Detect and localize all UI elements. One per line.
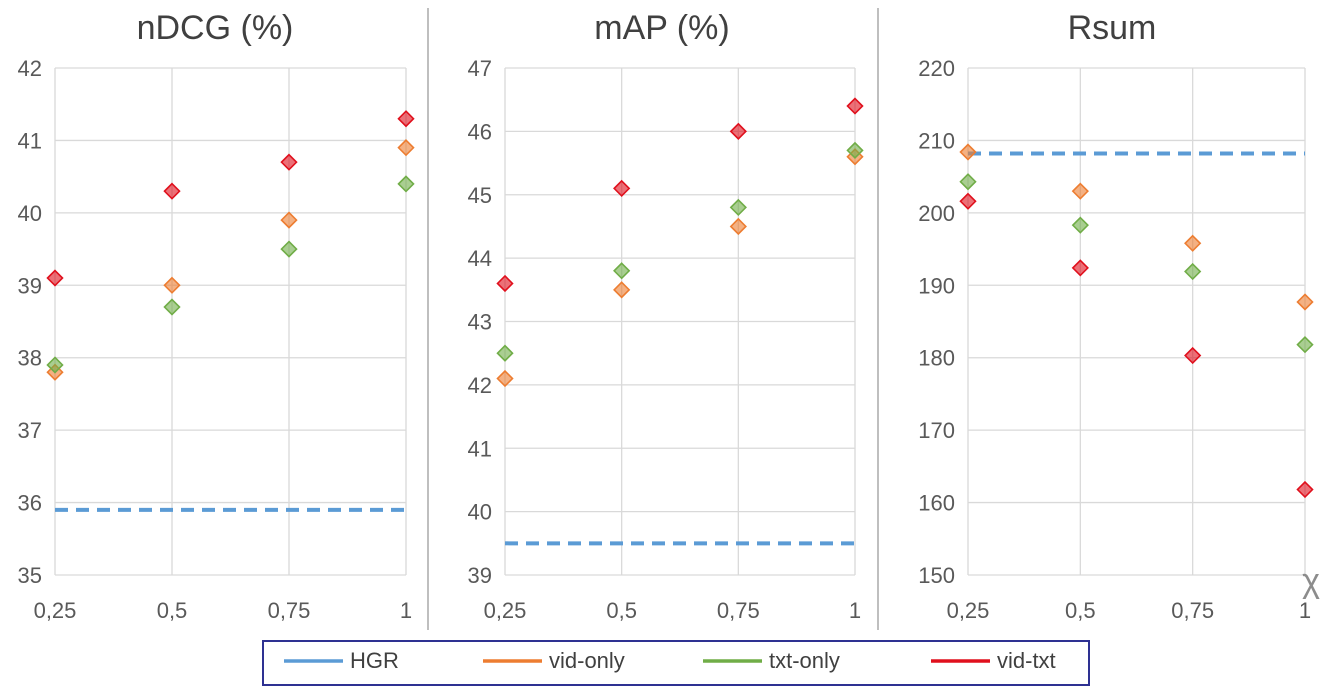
x-tick-label: 0,75: [268, 598, 311, 623]
marker-txt-only-3: [280, 240, 298, 258]
y-tick-label: 160: [918, 491, 955, 516]
marker-vid-txt-3: [729, 122, 747, 141]
marker-vid-txt-1: [959, 192, 977, 210]
marker-txt-only-3: [729, 198, 747, 217]
x-tick-label: 1: [849, 598, 861, 623]
marker-vid-txt-1: [496, 274, 514, 293]
y-tick-label: 38: [18, 346, 42, 371]
marker-vid-only-3: [1184, 234, 1202, 252]
marker-vid-txt-2: [163, 182, 181, 200]
y-tick-label: 40: [468, 500, 492, 525]
marker-txt-only-4: [397, 175, 415, 193]
y-tick-label: 47: [468, 56, 492, 81]
marker-vid-only-3: [729, 217, 747, 236]
marker-vid-only-1: [496, 369, 514, 388]
x-tick-label: 0,25: [947, 598, 990, 623]
y-tick-label: 150: [918, 563, 955, 588]
y-tick-label: 41: [468, 436, 492, 461]
x-tick-label: 0,75: [717, 598, 760, 623]
y-tick-label: 42: [468, 373, 492, 398]
charts-layer: 35 36 37 38 39 40 41 42 0,25 0,5 0,75 1 nDCG (%) 39 40…: [18, 9, 1314, 623]
x-tick-label: 0,5: [1065, 598, 1096, 623]
marker-vid-txt-4: [846, 97, 864, 115]
x-tick-label: 0,5: [157, 598, 188, 623]
y-tick-label: 39: [468, 563, 492, 588]
y-tick-label: 36: [18, 491, 42, 516]
marker-vid-only-2: [1071, 182, 1089, 200]
figure-label-chi: χ: [1302, 562, 1320, 600]
y-tick-label: 170: [918, 418, 955, 443]
x-tick-label: 0,25: [484, 598, 527, 623]
marker-txt-only-4: [1296, 336, 1314, 354]
y-tick-label: 43: [468, 310, 492, 335]
legend-label-vid-txt: vid-txt: [997, 648, 1056, 673]
marker-txt-only-3: [1184, 262, 1202, 281]
x-tick-label: 1: [400, 598, 412, 623]
y-tick-label: 210: [918, 128, 955, 153]
y-tick-label: 180: [918, 346, 955, 371]
y-tick-label: 37: [18, 418, 42, 443]
chart-title: mAP (%): [594, 9, 729, 47]
y-tick-label: 39: [18, 273, 42, 298]
y-tick-label: 190: [918, 273, 955, 298]
chart-panel-3: 150 160 170 180 190 200 210 220 0,25 0,5 0,75 1 Rsum: [918, 9, 1314, 623]
y-tick-label: 45: [468, 183, 492, 208]
x-tick-label: 0,5: [606, 598, 637, 623]
legend-box: [262, 640, 1090, 686]
legend: HGR vid-only txt-only vid-txt: [262, 640, 1090, 686]
marker-txt-only-1: [496, 344, 514, 362]
legend-label-hgr: HGR: [350, 648, 399, 673]
marker-vid-only-2: [163, 276, 181, 294]
chart-panel-2: 39 40 41 42 43 44 45 46 47 0,25 0,5 0,75 1 mAP (%): [468, 9, 864, 623]
marker-vid-txt-3: [1184, 346, 1202, 365]
marker-txt-only-2: [613, 262, 631, 280]
y-tick-label: 42: [18, 56, 42, 81]
y-tick-label: 220: [918, 56, 955, 81]
marker-vid-txt-4: [397, 110, 415, 128]
legend-label-txt-only: txt-only: [769, 648, 840, 673]
y-tick-label: 44: [468, 246, 492, 271]
marker-vid-only-4: [397, 139, 415, 157]
chart-panel-1: 35 36 37 38 39 40 41 42 0,25 0,5 0,75 1 nDCG (%): [18, 9, 415, 623]
marker-txt-only-1: [46, 356, 64, 374]
marker-vid-only-4: [1296, 293, 1314, 311]
y-tick-label: 200: [918, 201, 955, 226]
y-tick-label: 46: [468, 119, 492, 144]
x-tick-label: 0,75: [1171, 598, 1214, 623]
marker-vid-only-1: [959, 143, 977, 161]
marker-vid-txt-4: [1296, 480, 1314, 499]
marker-vid-txt-1: [46, 269, 64, 287]
y-tick-label: 41: [18, 128, 42, 153]
marker-vid-txt-2: [1071, 259, 1089, 277]
y-tick-label: 40: [18, 201, 42, 226]
marker-txt-only-2: [1071, 216, 1089, 234]
marker-vid-only-2: [613, 281, 631, 299]
chart-title: Rsum: [1068, 9, 1157, 47]
marker-vid-txt-3: [280, 153, 298, 171]
marker-vid-only-3: [280, 211, 298, 229]
x-tick-label: 1: [1299, 598, 1311, 623]
y-tick-label: 35: [18, 563, 42, 588]
marker-vid-txt-2: [613, 179, 631, 198]
legend-label-vid-only: vid-only: [549, 648, 625, 673]
chart-title: nDCG (%): [137, 9, 294, 47]
x-tick-label: 0,25: [34, 598, 77, 623]
marker-txt-only-1: [959, 173, 977, 191]
marker-txt-only-4: [846, 141, 864, 160]
marker-txt-only-2: [163, 298, 181, 316]
